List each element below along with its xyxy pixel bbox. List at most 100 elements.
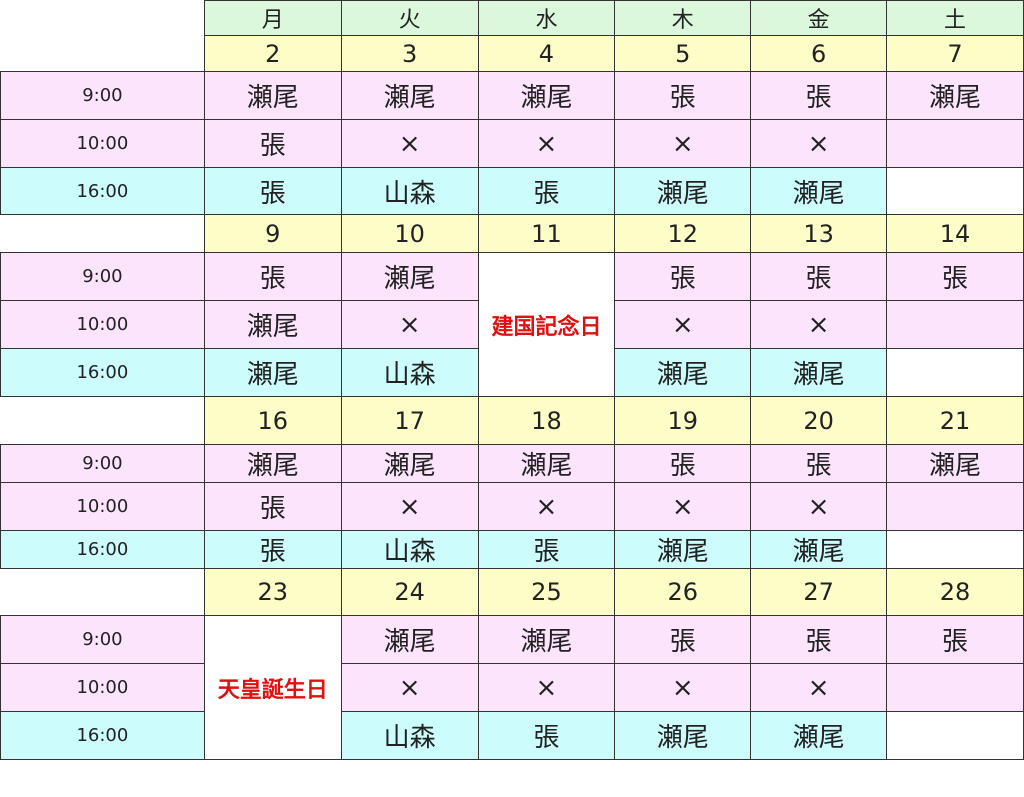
shift-cell: 瀬尾 [340,444,479,483]
shift-cell: 張 [886,252,1024,301]
date-cell: 13 [750,214,888,253]
shift-cell: × [340,482,479,531]
shift-cell: 張 [203,530,342,569]
shift-cell: 瀬尾 [886,71,1024,120]
shift-cell: 瀬尾 [614,348,752,397]
time-label: 10:00 [0,300,205,349]
shift-cell: × [614,482,752,531]
corner-cell [0,0,205,36]
slot-row: 16:00 瀬尾 山森 瀬尾 瀬尾 [0,348,1024,397]
time-label: 9:00 [0,71,205,120]
time-label: 16:00 [0,167,205,215]
date-cell: 28 [886,568,1024,616]
shift-cell: 張 [203,119,342,168]
date-cell: 17 [340,396,479,445]
shift-cell: × [477,482,616,531]
weekday-header: 木 [614,0,752,36]
shift-cell: × [614,300,752,349]
shift-cell: 瀬尾 [750,348,888,397]
shift-cell [886,663,1024,712]
slot-row: 9:00 天皇誕生日 瀬尾 瀬尾張張張 [0,615,1024,760]
shift-cell: 張 [203,252,342,301]
shift-cell: 張 [614,615,752,664]
shift-cell: 瀬尾 [340,615,479,664]
weekday-header: 火 [340,0,479,36]
date-cell: 16 [203,396,342,445]
date-cell: 24 [340,568,479,616]
weekday-header-row: 月火水木金土 [0,0,1024,36]
weekday-header: 金 [750,0,888,36]
date-cell: 6 [750,35,888,72]
date-cell: 20 [750,396,888,445]
weekday-header: 水 [477,0,616,36]
date-cell: 23 [203,568,342,616]
date-row-label [0,35,205,72]
slot-row: 9:00 瀬尾 瀬尾 瀬尾張張瀬尾 [0,444,1024,483]
shift-cell: 張 [477,530,616,569]
shift-cell: 張 [614,252,752,301]
slot-row: 9:00 張瀬尾 建国記念日張張張 [0,252,1024,397]
slot-row: 16:00 山森張瀬尾 瀬尾 [0,711,1024,760]
shift-cell [886,348,1024,397]
schedule-table: 月火水木金土 2 3 4 5 6 7 9:00 瀬尾 瀬尾 瀬尾張張瀬尾 10:00 張 × × × × 16:0… [0,0,1024,760]
shift-cell: × [750,300,888,349]
date-cell: 9 [203,214,342,253]
date-cell: 5 [614,35,752,72]
shift-cell [886,167,1024,215]
shift-cell: 張 [750,444,888,483]
shift-cell: 山森 [340,530,479,569]
slot-row: 9:00 瀬尾 瀬尾 瀬尾張張瀬尾 [0,71,1024,120]
time-label: 9:00 [0,252,205,301]
time-label: 10:00 [0,119,205,168]
time-label: 16:00 [0,711,205,760]
shift-cell: 張 [750,252,888,301]
shift-cell: 瀬尾 [477,71,616,120]
shift-cell: × [750,482,888,531]
date-row: 9 10 11 12 13 14 [0,214,1024,253]
shift-cell: 瀬尾 [614,530,752,569]
shift-cell: × [614,119,752,168]
shift-cell: × [340,663,479,712]
shift-cell: 瀬尾 [203,300,342,349]
shift-cell: 張 [750,615,888,664]
date-cell: 12 [614,214,752,253]
shift-cell: 張 [477,711,616,760]
shift-cell: 瀬尾 [750,167,888,215]
date-cell: 10 [340,214,479,253]
shift-cell: 張 [886,615,1024,664]
shift-cell: × [614,663,752,712]
date-cell: 14 [886,214,1024,253]
date-cell: 4 [477,35,616,72]
slot-row: 10:00 張 × × × × [0,482,1024,531]
shift-cell [886,300,1024,349]
shift-cell: × [477,119,616,168]
time-label: 10:00 [0,663,205,712]
shift-cell [886,530,1024,569]
date-row-label [0,214,205,253]
shift-cell: 張 [477,167,616,215]
shift-cell: × [477,663,616,712]
shift-cell: 瀬尾 [886,444,1024,483]
shift-cell: 瀬尾 [614,711,752,760]
time-label: 9:00 [0,444,205,483]
shift-cell [886,119,1024,168]
shift-cell: 山森 [340,348,479,397]
date-cell: 27 [750,568,888,616]
date-cell: 2 [203,35,342,72]
date-cell: 3 [340,35,479,72]
time-label: 16:00 [0,530,205,569]
shift-cell: 山森 [340,167,479,215]
time-label: 16:00 [0,348,205,397]
time-label: 9:00 [0,615,205,664]
date-row: 16 17 18 19 20 21 [0,396,1024,445]
shift-cell: 瀬尾 [477,444,616,483]
holiday-cell: 建国記念日 [477,252,616,397]
shift-cell: 瀬尾 [340,71,479,120]
shift-cell: 瀬尾 [340,252,479,301]
shift-cell: 張 [203,167,342,215]
date-cell: 7 [886,35,1024,72]
shift-cell: × [340,300,479,349]
holiday-cell: 天皇誕生日 [203,615,342,760]
date-cell: 26 [614,568,752,616]
